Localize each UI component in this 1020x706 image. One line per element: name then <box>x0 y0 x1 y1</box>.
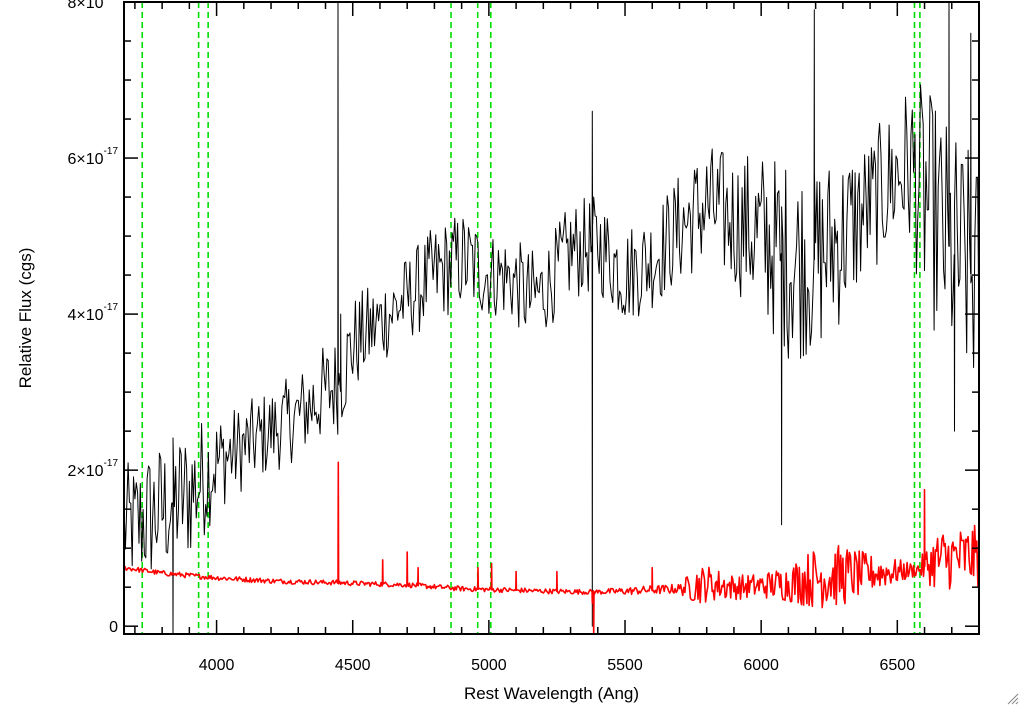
y-tick-label: 2×10-17 <box>68 458 119 480</box>
y-tick-label: 4×10-17 <box>68 302 119 324</box>
x-axis: 4000 4500 5000 5500 6000 6500 <box>134 2 980 674</box>
resize-grip-icon[interactable] <box>1007 693 1019 705</box>
x-tick-label: 4000 <box>199 657 235 674</box>
y-tick-label: 0 <box>109 619 118 636</box>
observed-spectrum-line <box>124 2 979 634</box>
x-tick-label: 6000 <box>743 657 779 674</box>
x-tick-label: 6500 <box>880 657 916 674</box>
plot-area <box>124 2 979 634</box>
y-tick-label: 8×10-17 <box>68 0 119 12</box>
x-tick-label: 5500 <box>607 657 643 674</box>
plot-frame <box>123 1 980 635</box>
x-axis-label: Rest Wavelength (Ang) <box>464 684 639 703</box>
y-tick-label: 6×10-17 <box>68 146 119 168</box>
y-axis: 0 2×10-17 4×10-17 6×10-17 8×10-17 <box>68 0 979 636</box>
x-tick-label: 5000 <box>471 657 507 674</box>
model-spectrum-line <box>124 461 979 634</box>
x-tick-label: 4500 <box>335 657 371 674</box>
y-axis-label: Relative Flux (cgs) <box>16 248 35 389</box>
